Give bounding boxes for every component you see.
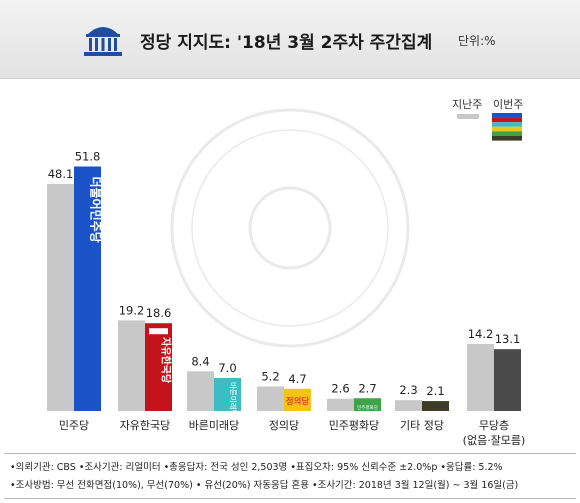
national-assembly-building-icon <box>84 27 122 56</box>
bar-curr-5 <box>422 401 449 411</box>
bar-curr-1 <box>145 323 172 411</box>
value-label-curr-5: 2.1 <box>426 384 444 398</box>
party-logo-justice: 정의당 <box>286 396 310 407</box>
unit-label: 단위:% <box>458 34 496 48</box>
legend-stripe <box>492 122 522 127</box>
bar-curr-2 <box>214 377 241 411</box>
party-logo-peace: 민주평화당 <box>357 404 378 411</box>
value-label-curr-2: 7.0 <box>218 361 236 375</box>
category-label-5: 기타 정당 <box>400 419 444 432</box>
survey-notes: •의뢰기관: CBS •조사기관: 리얼미터 •총응답자: 전국 성인 2,50… <box>4 453 576 499</box>
category-label-2: 바른미래당 <box>189 419 240 432</box>
value-label-prev-5: 2.3 <box>399 383 417 397</box>
page-title: 정당 지지도: '18년 3월 2주차 주간집계 <box>140 33 433 53</box>
category-label-4: 민주평화당 <box>329 419 380 432</box>
bar-chart: 지난주 이번주 48.151.8 민주당 19.2 18.6 자유한국당 8.4 7.0 바른… <box>47 98 526 447</box>
value-label-prev-1: 19.2 <box>119 303 145 317</box>
bar-curr-6 <box>494 349 521 411</box>
category-label-1: 자유한국당 <box>120 419 171 432</box>
legend-stripe <box>492 131 522 136</box>
bar-prev-3 <box>257 386 284 411</box>
survey-note-line-1: •의뢰기관: CBS •조사기관: 리얼미터 •총응답자: 전국 성인 2,50… <box>10 462 503 473</box>
bars-layer <box>47 166 521 411</box>
legend-swatch-prev <box>457 114 479 119</box>
bar-prev-1 <box>118 320 145 411</box>
category-label-0: 민주당 <box>59 419 89 432</box>
value-label-curr-0: 51.8 <box>75 150 101 164</box>
value-label-curr-3: 4.7 <box>288 372 306 386</box>
watermark-seal <box>170 108 410 348</box>
category-label-3: 정의당 <box>269 419 299 432</box>
category-sublabel-6: (없음·잘모름) <box>463 434 526 447</box>
bar-prev-0 <box>47 183 74 411</box>
bar-prev-6 <box>467 343 494 411</box>
value-label-prev-6: 14.2 <box>468 327 494 341</box>
party-logo-democratic: 더불어민주당 <box>89 177 104 243</box>
legend-label-prev: 지난주 <box>452 98 482 111</box>
value-label-prev-3: 5.2 <box>261 369 279 383</box>
value-label-curr-6: 13.1 <box>495 332 521 346</box>
party-logo-bareun: 바른미래당 <box>229 382 239 417</box>
bar-curr-0 <box>74 166 101 411</box>
header: 정당 지지도: '18년 3월 2주차 주간집계 단위:% <box>0 0 580 79</box>
legend: 지난주 이번주 <box>452 98 523 141</box>
value-label-prev-0: 48.1 <box>48 167 74 181</box>
category-label-6: 무당층 <box>479 419 509 432</box>
legend-label-curr: 이번주 <box>493 98 523 111</box>
legend-swatch-curr <box>492 113 522 141</box>
bar-curr-3 <box>284 388 311 411</box>
bar-prev-4 <box>327 398 354 411</box>
liberty-logo-mark <box>149 328 168 335</box>
legend-stripe <box>492 117 522 123</box>
labels-layer: 48.151.8 민주당 19.2 18.6 자유한국당 8.4 7.0 바른미래당 5.2 4.… <box>48 150 526 447</box>
party-logo-liberty: 자유한국당 <box>160 337 173 384</box>
value-label-curr-4: 2.7 <box>358 381 376 395</box>
value-label-curr-1: 18.6 <box>146 306 172 320</box>
value-label-prev-2: 8.4 <box>191 354 209 368</box>
legend-stripe <box>492 136 522 141</box>
bar-prev-2 <box>187 371 214 411</box>
survey-note-line-2: •조사방법: 무선 전화면접(10%), 무선(70%) • 유선(20%) 자… <box>10 480 519 491</box>
bar-curr-4 <box>354 398 381 411</box>
value-label-prev-4: 2.6 <box>331 382 349 396</box>
legend-stripe <box>492 113 522 118</box>
bar-prev-5 <box>395 400 422 411</box>
legend-stripe <box>492 126 522 132</box>
